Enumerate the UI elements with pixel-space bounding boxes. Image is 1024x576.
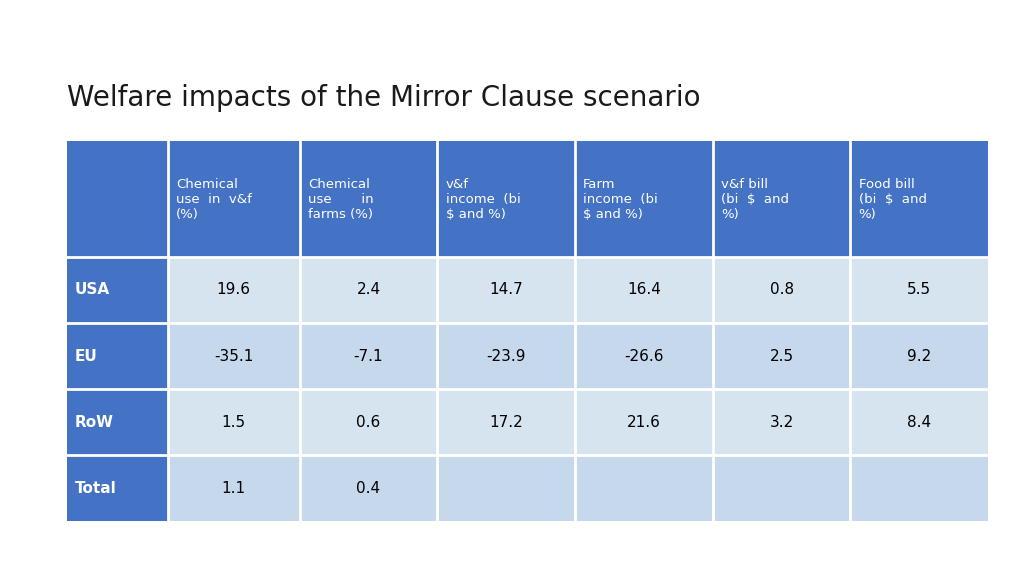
Text: 3.2: 3.2 [769, 415, 794, 430]
Text: RoW: RoW [75, 415, 114, 430]
Text: v&f bill
(bi  $  and
%): v&f bill (bi $ and %) [721, 177, 788, 221]
Text: Chemical
use  in  v&f
(%): Chemical use in v&f (%) [176, 177, 252, 221]
Text: -35.1: -35.1 [214, 348, 253, 363]
Text: -23.9: -23.9 [486, 348, 526, 363]
Text: Welfare impacts of the Mirror Clause scenario: Welfare impacts of the Mirror Clause sce… [67, 84, 700, 112]
Text: 17.2: 17.2 [489, 415, 523, 430]
Text: 9.2: 9.2 [907, 348, 932, 363]
Text: USA: USA [75, 282, 110, 297]
Text: EU: EU [75, 348, 97, 363]
Text: 21.6: 21.6 [627, 415, 660, 430]
Text: 2.4: 2.4 [356, 282, 381, 297]
Text: Food bill
(bi  $  and
%): Food bill (bi $ and %) [859, 177, 927, 221]
Text: 5.5: 5.5 [907, 282, 932, 297]
Text: 16.4: 16.4 [627, 282, 660, 297]
Text: -26.6: -26.6 [625, 348, 664, 363]
Text: Chemical
use       in
farms (%): Chemical use in farms (%) [308, 177, 374, 221]
Text: 0.4: 0.4 [356, 481, 381, 496]
Text: 8.4: 8.4 [907, 415, 932, 430]
Text: v&f
income  (bi
$ and %): v&f income (bi $ and %) [445, 177, 520, 221]
Text: 14.7: 14.7 [489, 282, 523, 297]
Text: Total: Total [75, 481, 117, 496]
Text: 1.5: 1.5 [221, 415, 246, 430]
Text: 0.8: 0.8 [769, 282, 794, 297]
Text: 1.1: 1.1 [221, 481, 246, 496]
Text: Farm
income  (bi
$ and %): Farm income (bi $ and %) [584, 177, 658, 221]
Text: -7.1: -7.1 [353, 348, 383, 363]
Text: 19.6: 19.6 [217, 282, 251, 297]
Text: 2.5: 2.5 [769, 348, 794, 363]
Text: 0.6: 0.6 [356, 415, 381, 430]
